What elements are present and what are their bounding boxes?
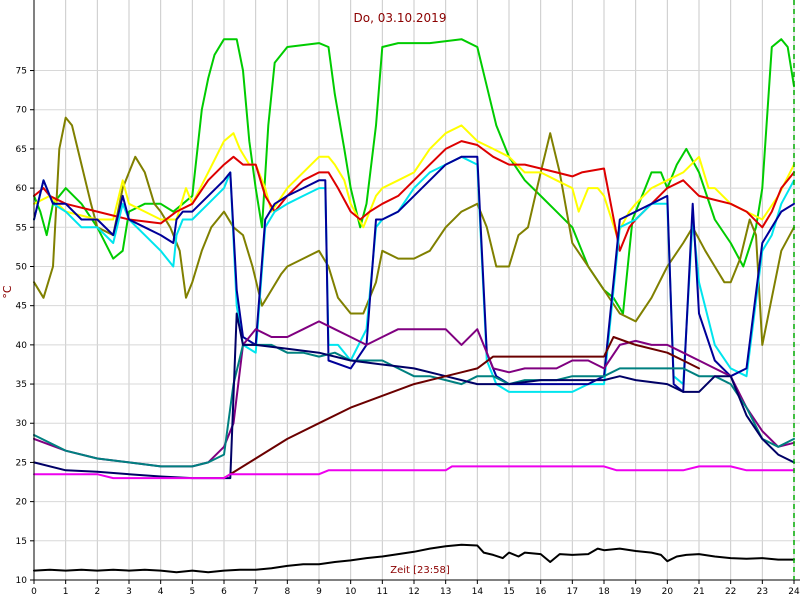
x-tick-label: 0: [31, 587, 37, 597]
x-tick-label: 21: [693, 587, 704, 597]
y-tick-label: 15: [16, 537, 27, 547]
y-tick-label: 35: [16, 380, 27, 390]
x-tick-label: 4: [158, 587, 164, 597]
x-tick-label: 10: [345, 587, 357, 597]
series-line-8: [33, 343, 795, 468]
y-tick-label: 70: [16, 106, 28, 116]
series-line-1: [33, 38, 795, 315]
y-tick-label: 60: [16, 184, 28, 194]
series-line-4: [33, 140, 795, 252]
x-tick-label: 22: [725, 587, 736, 597]
x-tick-label: 5: [189, 587, 195, 597]
series-line-7: [33, 320, 795, 468]
y-tick-label: 40: [16, 341, 28, 351]
x-tick-label: 6: [221, 587, 227, 597]
x-tick-label: 19: [630, 587, 642, 597]
x-tick-label: 15: [503, 587, 514, 597]
x-tick-label: 24: [788, 587, 800, 597]
x-tick-label: 9: [316, 587, 322, 597]
y-tick-label: 55: [16, 223, 27, 233]
x-tick-label: 7: [253, 587, 259, 597]
x-tick-label: 12: [408, 587, 419, 597]
y-tick-label: 50: [16, 262, 28, 272]
y-axis-label: °C: [1, 285, 14, 299]
x-tick-label: 17: [567, 587, 578, 597]
series-line-6: [33, 155, 795, 393]
x-tick-label: 18: [598, 587, 610, 597]
x-tick-label: 20: [662, 587, 674, 597]
chart-title: Do, 03.10.2019: [354, 11, 447, 25]
x-tick-label: 8: [284, 587, 290, 597]
series-line-10: [223, 336, 700, 480]
y-tick-label: 65: [16, 145, 27, 155]
x-tick-label: 3: [126, 587, 132, 597]
y-tick-label: 75: [16, 67, 27, 77]
y-tick-label: 30: [16, 419, 28, 429]
x-tick-label: 13: [440, 587, 451, 597]
time-footer-label: Zeit [23:58]: [390, 565, 450, 576]
x-tick-label: 14: [472, 587, 484, 597]
x-tick-label: 23: [757, 587, 768, 597]
y-tick-label: 20: [16, 498, 28, 508]
series-group: [33, 38, 795, 574]
y-tick-label: 25: [16, 458, 27, 468]
y-tick-label: 10: [16, 576, 28, 586]
x-tick-label: 1: [63, 587, 69, 597]
tick-labels: 0 1 2 3 4 5 6 7 8 9 10 11 12 13 14 15 16 17 18 19 20 21 22 23 24…: [16, 67, 800, 597]
series-line-12: [33, 543, 795, 574]
x-tick-label: 16: [535, 587, 547, 597]
x-tick-label: 11: [377, 587, 388, 597]
series-line-3: [33, 124, 795, 237]
y-tick-label: 45: [16, 302, 27, 312]
x-tick-label: 2: [94, 587, 100, 597]
axes: [33, 0, 800, 581]
series-line-11: [33, 465, 795, 480]
